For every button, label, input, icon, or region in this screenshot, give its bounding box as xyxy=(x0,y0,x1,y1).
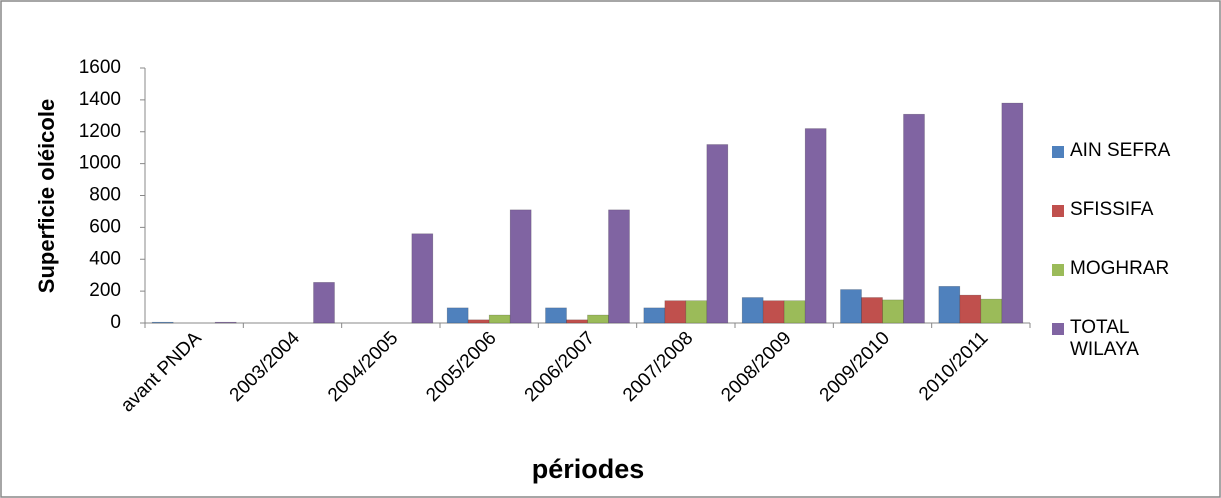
bar xyxy=(903,113,925,324)
legend-item: SFISSIFA xyxy=(1052,199,1172,258)
legend-label: SFISSIFA xyxy=(1070,199,1154,220)
y-tick-label: 1400 xyxy=(79,89,121,110)
y-axis-title: Superficie oléicole xyxy=(34,99,59,293)
bar xyxy=(313,282,335,324)
bar xyxy=(741,297,764,324)
bar xyxy=(587,314,609,324)
bar xyxy=(840,289,862,324)
legend-item: TOTAL WILAYA xyxy=(1052,317,1172,376)
legend-label: AIN SEFRA xyxy=(1070,140,1171,161)
y-tick-label: 1000 xyxy=(79,153,121,174)
bar xyxy=(804,128,827,324)
bar xyxy=(980,298,1003,324)
bar xyxy=(685,300,708,324)
y-tick-label: 0 xyxy=(110,312,121,333)
y-tick-label: 1600 xyxy=(79,57,121,78)
y-tick-label: 800 xyxy=(89,185,121,206)
bar xyxy=(545,307,567,324)
legend-label: MOGHRAR xyxy=(1070,258,1170,279)
legend-item: MOGHRAR xyxy=(1052,258,1172,317)
legend-swatch xyxy=(1052,323,1064,335)
bar xyxy=(938,286,961,324)
legend-swatch xyxy=(1052,146,1064,158)
bar xyxy=(151,321,174,324)
legend-swatch xyxy=(1052,205,1064,217)
legend-swatch xyxy=(1052,264,1064,276)
y-tick-label: 200 xyxy=(89,280,121,301)
bar xyxy=(762,300,785,324)
bar xyxy=(446,307,469,324)
bar xyxy=(566,319,588,324)
bar xyxy=(1001,102,1024,324)
y-tick-label: 400 xyxy=(89,248,121,269)
bar xyxy=(882,299,904,324)
bar xyxy=(783,300,806,324)
bar xyxy=(861,297,883,324)
bar xyxy=(664,300,687,324)
bar xyxy=(411,233,434,324)
bar xyxy=(706,144,729,324)
legend-label: TOTAL WILAYA xyxy=(1070,317,1139,360)
y-tick-label: 600 xyxy=(89,216,121,237)
y-tick-label: 1200 xyxy=(79,121,121,142)
x-axis-title: périodes xyxy=(532,454,645,484)
legend: AIN SEFRA SFISSIFA MOGHRAR TOTAL WILAYA xyxy=(1052,140,1172,376)
bar xyxy=(467,319,490,324)
legend-item: AIN SEFRA xyxy=(1052,140,1172,199)
bar xyxy=(608,209,630,324)
bar xyxy=(959,294,982,324)
bar xyxy=(509,209,532,324)
bar xyxy=(488,314,511,324)
bar xyxy=(214,321,237,324)
bar xyxy=(643,307,666,324)
